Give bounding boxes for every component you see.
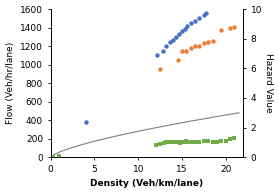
Y-axis label: Hazard Value: Hazard Value xyxy=(264,53,273,113)
Point xyxy=(177,33,182,36)
Point xyxy=(193,45,197,48)
Point xyxy=(160,49,165,52)
Point xyxy=(228,138,232,141)
Point xyxy=(180,30,184,33)
Point xyxy=(153,144,158,147)
Point xyxy=(158,142,162,146)
Point xyxy=(184,139,189,143)
Point xyxy=(171,140,175,143)
Point xyxy=(167,41,172,44)
Point xyxy=(173,141,177,144)
Point xyxy=(232,25,237,28)
Point xyxy=(185,24,189,27)
Point xyxy=(180,49,184,52)
Point xyxy=(191,140,196,143)
Point xyxy=(174,35,178,38)
Point xyxy=(169,140,174,143)
Point xyxy=(187,141,191,144)
Point xyxy=(171,38,175,41)
Point xyxy=(182,140,187,143)
Point xyxy=(206,139,210,143)
Point xyxy=(193,140,197,143)
Point xyxy=(180,141,184,144)
Point xyxy=(193,20,197,23)
Point xyxy=(83,120,88,124)
Point xyxy=(202,13,206,16)
Point xyxy=(204,11,209,14)
Point xyxy=(184,49,189,52)
X-axis label: Density (Veh/km/lane): Density (Veh/km/lane) xyxy=(90,179,204,188)
Point xyxy=(202,42,206,45)
Point xyxy=(202,139,206,143)
Point xyxy=(162,142,167,145)
Point xyxy=(196,141,200,144)
Point xyxy=(175,58,180,61)
Point xyxy=(210,39,215,42)
Y-axis label: Flow (Veh/hr/lane): Flow (Veh/hr/lane) xyxy=(6,42,15,124)
Point xyxy=(164,141,169,144)
Point xyxy=(51,155,56,158)
Point xyxy=(232,136,237,139)
Point xyxy=(197,45,202,48)
Point xyxy=(178,142,182,145)
Point xyxy=(158,68,162,71)
Point xyxy=(189,141,193,144)
Point xyxy=(215,141,219,144)
Point xyxy=(57,154,62,157)
Point xyxy=(223,139,228,143)
Point xyxy=(189,21,193,24)
Point xyxy=(219,29,223,32)
Point xyxy=(219,139,223,143)
Point xyxy=(210,141,215,144)
Point xyxy=(189,47,193,50)
Point xyxy=(197,17,202,20)
Point xyxy=(206,41,210,44)
Point xyxy=(155,54,160,57)
Point xyxy=(228,26,232,29)
Point xyxy=(182,27,187,30)
Point xyxy=(167,141,171,144)
Point xyxy=(175,141,180,144)
Point xyxy=(164,45,169,48)
Point xyxy=(197,140,202,143)
